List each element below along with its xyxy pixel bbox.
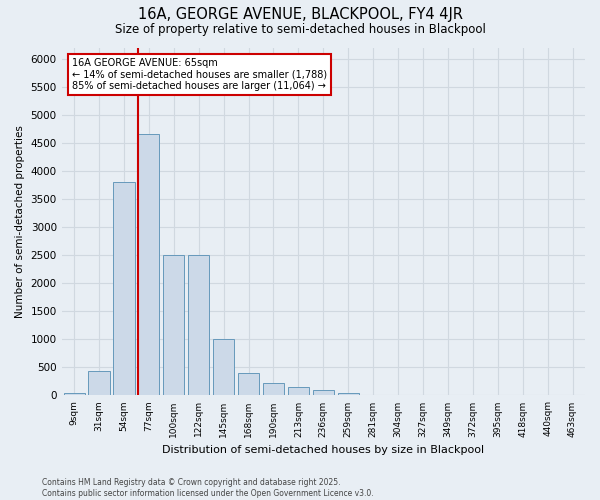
Bar (64, 393, 85, 396)
Bar (188, 255, 209, 396)
Text: Size of property relative to semi-detached houses in Blackpool: Size of property relative to semi-detach… (115, 22, 485, 36)
Bar (138, 134, 160, 396)
Bar (88, 370, 110, 396)
Bar (288, 387, 309, 396)
Y-axis label: Number of semi-detached properties: Number of semi-detached properties (15, 125, 25, 318)
Bar (113, 182, 134, 396)
Bar (313, 390, 334, 396)
Bar (338, 392, 359, 396)
Bar (362, 395, 384, 396)
Text: Contains HM Land Registry data © Crown copyright and database right 2025.
Contai: Contains HM Land Registry data © Crown c… (42, 478, 374, 498)
Bar (263, 383, 284, 396)
X-axis label: Distribution of semi-detached houses by size in Blackpool: Distribution of semi-detached houses by … (162, 445, 484, 455)
Bar (238, 373, 259, 396)
Bar (213, 340, 234, 396)
Bar (163, 255, 184, 396)
Text: 16A, GEORGE AVENUE, BLACKPOOL, FY4 4JR: 16A, GEORGE AVENUE, BLACKPOOL, FY4 4JR (137, 8, 463, 22)
Text: 16A GEORGE AVENUE: 65sqm
← 14% of semi-detached houses are smaller (1,788)
85% o: 16A GEORGE AVENUE: 65sqm ← 14% of semi-d… (72, 58, 327, 91)
